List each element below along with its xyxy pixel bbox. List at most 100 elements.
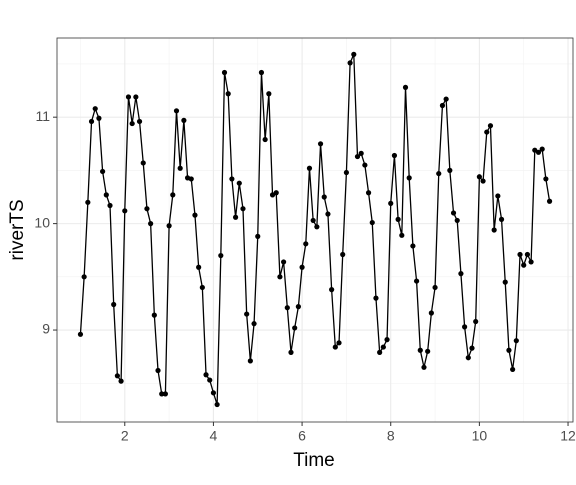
point [513, 338, 519, 344]
point [247, 358, 253, 364]
point [210, 390, 217, 396]
point [384, 337, 390, 343]
point [240, 206, 246, 212]
point [469, 345, 475, 351]
point [173, 108, 180, 114]
point [133, 94, 139, 100]
point [495, 193, 501, 199]
point [236, 180, 242, 186]
point [140, 160, 146, 166]
point [107, 202, 113, 209]
point [462, 324, 468, 330]
point [458, 271, 464, 277]
x-tick-label: 10 [472, 428, 488, 444]
point [192, 212, 198, 218]
point [380, 344, 386, 350]
point [251, 321, 257, 327]
point [373, 295, 379, 301]
point [232, 214, 239, 220]
point [358, 150, 364, 156]
point [476, 174, 482, 180]
y-tick-label: 11 [35, 108, 50, 124]
point [539, 146, 545, 152]
point [221, 69, 228, 76]
point [295, 304, 301, 310]
point [218, 252, 224, 259]
point [395, 216, 401, 222]
point [303, 241, 309, 247]
point [207, 377, 213, 383]
point [103, 192, 109, 198]
point [543, 176, 549, 182]
point [521, 262, 527, 268]
point [129, 120, 135, 127]
point [399, 232, 405, 238]
point [292, 325, 298, 331]
point [122, 208, 128, 214]
point [317, 141, 324, 147]
point [170, 192, 176, 198]
point [277, 274, 283, 280]
point [255, 233, 261, 239]
point [314, 224, 320, 230]
point [148, 221, 154, 227]
point [517, 251, 523, 258]
point [321, 194, 327, 200]
point [262, 136, 268, 143]
point [343, 169, 350, 176]
point [111, 301, 117, 308]
point [214, 401, 220, 408]
point [299, 264, 305, 270]
point [377, 349, 383, 355]
point [336, 340, 342, 346]
point [465, 355, 471, 361]
point [88, 118, 95, 125]
point [436, 170, 442, 177]
point [203, 372, 209, 378]
point [454, 217, 460, 224]
point [118, 378, 124, 384]
point [340, 251, 346, 258]
x-tick-label: 2 [121, 428, 129, 444]
point [432, 284, 438, 291]
y-axis-title: riverTS [7, 199, 28, 260]
point [136, 118, 143, 125]
point [92, 106, 98, 112]
point [402, 84, 409, 90]
point [159, 391, 165, 397]
point [329, 287, 335, 293]
point [281, 259, 287, 265]
point [310, 217, 316, 224]
x-tick-label: 12 [560, 428, 576, 444]
point [425, 348, 431, 354]
point [413, 278, 420, 284]
point [388, 200, 394, 206]
point [535, 149, 542, 155]
point [77, 331, 84, 337]
point [347, 60, 353, 66]
point [166, 223, 172, 229]
point [528, 259, 534, 265]
point [177, 165, 183, 171]
point [196, 264, 202, 270]
point [369, 219, 375, 226]
point [100, 168, 106, 175]
point [114, 373, 120, 379]
point [410, 243, 416, 249]
point [162, 391, 169, 397]
y-tick-label: 9 [42, 321, 50, 337]
point [417, 347, 423, 353]
point [491, 227, 497, 233]
point [85, 199, 91, 205]
point [181, 117, 187, 123]
point [487, 123, 494, 129]
point [510, 366, 516, 373]
point [502, 279, 508, 285]
panel-border [56, 37, 574, 423]
point [450, 210, 457, 216]
point [439, 102, 446, 109]
point [151, 312, 157, 318]
point [362, 162, 368, 168]
point [546, 198, 553, 204]
